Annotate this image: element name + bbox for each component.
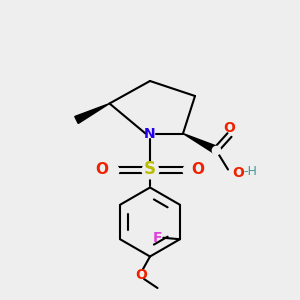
Text: O: O — [95, 162, 109, 177]
Text: O: O — [191, 162, 205, 177]
Text: S: S — [144, 160, 156, 178]
Text: O: O — [135, 268, 147, 282]
Text: O: O — [224, 122, 236, 135]
Text: N: N — [144, 127, 156, 140]
Text: F: F — [153, 231, 163, 245]
Text: O: O — [232, 166, 244, 180]
Polygon shape — [75, 103, 110, 124]
Polygon shape — [183, 134, 218, 154]
Text: -H: -H — [244, 165, 257, 178]
